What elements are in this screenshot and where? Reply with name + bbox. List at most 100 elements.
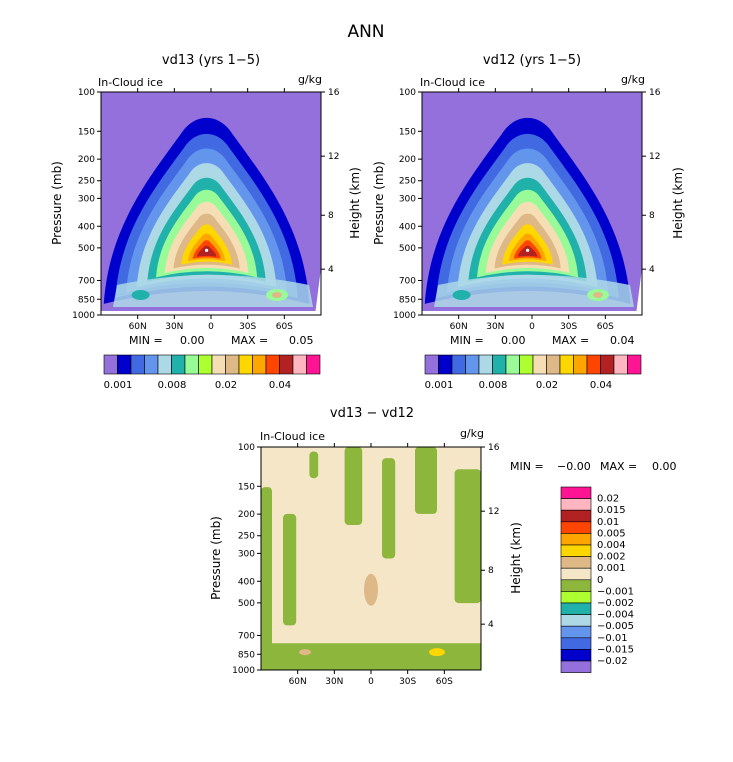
colorbar-label: 0.02	[215, 380, 237, 391]
colorbar-swatch	[265, 354, 280, 375]
colorbar: 0.020.0150.010.0050.0040.0020.0010−0.001…	[560, 486, 634, 673]
colorbar-swatch	[252, 354, 267, 375]
contour-blob	[131, 290, 150, 300]
colorbar-swatch	[560, 544, 592, 557]
y-axis-label: Pressure (mb)	[209, 516, 223, 600]
y-tick-label: 150	[399, 127, 416, 137]
panel-vd13: vd13 (yrs 1−5) In-Cloud ice g/kg 100 150 2…	[50, 53, 362, 391]
max-value: 0.04	[610, 334, 635, 347]
colorbar-swatch	[478, 354, 493, 375]
right-tick-label: 12	[328, 152, 339, 162]
colorbar-swatch	[424, 354, 439, 375]
panel-vd12: vd12 (yrs 1−5) In-Cloud ice g/kg 100 150 2…	[372, 53, 685, 391]
colorbar-swatch	[238, 354, 253, 375]
colorbar-swatch	[560, 602, 592, 615]
colorbar-swatch	[492, 354, 507, 375]
colorbar-label: 0.001	[597, 563, 626, 574]
colorbar-label: −0.015	[597, 644, 634, 655]
right-tick-label: 8	[328, 211, 334, 221]
colorbar-label: 0.005	[597, 528, 626, 539]
y-tick-label: 1000	[72, 311, 95, 321]
axis-ticks: 100 150 200 250 300 400 500 700 850 1000 16 12 8 4 60N…	[232, 443, 500, 687]
y-tick-label: 100	[399, 88, 416, 98]
min-label: MIN =	[129, 334, 163, 347]
y-tick-label: 1000	[232, 666, 255, 676]
panel-difference: vd13 − vd12 In-Cloud ice g/kg 100 150 200 2…	[209, 406, 677, 687]
diff-negative-region	[261, 643, 481, 670]
panel-title: vd12 (yrs 1−5)	[483, 53, 581, 68]
colorbar-swatch	[198, 354, 213, 375]
diff-negative-region	[261, 487, 272, 670]
colorbar: 0.001 0.008 0.02 0.04	[424, 354, 642, 391]
field-label: In-Cloud ice	[420, 76, 485, 89]
colorbar: 0.001 0.008 0.02 0.04	[104, 354, 321, 391]
y-tick-label: 300	[399, 194, 416, 204]
colorbar-label: −0.001	[597, 586, 634, 597]
colorbar-swatch	[560, 591, 592, 604]
y-tick-label: 250	[399, 177, 416, 187]
right-tick-label: 12	[649, 152, 660, 162]
diff-positive-region	[299, 649, 311, 656]
missing-region	[315, 268, 321, 315]
colorbar-label: −0.01	[597, 633, 628, 644]
colorbar-swatch	[505, 354, 520, 375]
contour-blob	[452, 290, 471, 300]
x-tick-label: 60S	[597, 322, 614, 332]
colorbar-label: 0.002	[597, 552, 626, 563]
units-label: g/kg	[621, 73, 645, 86]
right-axis-label: Height (km)	[509, 522, 523, 593]
low-level-cloud	[113, 275, 313, 307]
colorbar-swatch	[560, 660, 592, 673]
colorbar-swatch	[130, 354, 145, 375]
y-tick-label: 200	[399, 155, 416, 165]
right-axis-label: Height (km)	[671, 167, 685, 238]
colorbar-label: 0.008	[158, 380, 187, 391]
y-tick-label: 400	[238, 577, 255, 587]
right-tick-label: 16	[328, 88, 340, 98]
colorbar-swatch	[225, 354, 240, 375]
colorbar-label: 0.01	[597, 517, 619, 528]
colorbar-swatch	[573, 354, 588, 375]
colorbar-label: 0.02	[536, 380, 558, 391]
diff-negative-region	[454, 469, 481, 604]
y-tick-label: 200	[238, 510, 255, 520]
colorbar-label: −0.002	[597, 598, 634, 609]
colorbar-swatch	[560, 521, 592, 534]
y-axis-label: Pressure (mb)	[372, 161, 386, 245]
y-tick-label: 700	[78, 276, 95, 286]
y-tick-label: 500	[78, 244, 95, 254]
diff-negative-region	[344, 447, 363, 526]
x-tick-label: 0	[208, 322, 214, 332]
peak-marker	[526, 248, 530, 252]
x-tick-label: 60N	[289, 677, 307, 687]
colorbar-swatch	[157, 354, 172, 375]
right-tick-label: 12	[488, 507, 499, 517]
colorbar-label: 0.04	[269, 380, 291, 391]
colorbar-swatch	[279, 354, 294, 375]
y-tick-label: 100	[238, 443, 255, 453]
colorbar-swatch	[613, 354, 628, 375]
low-level-cloud	[434, 275, 634, 307]
colorbar-label: 0.02	[597, 494, 619, 505]
colorbar-swatch	[560, 533, 592, 546]
axis-ticks: 100 150 200 250 300 400 500 700 850 1000 16 12 8 4 60N…	[72, 88, 340, 332]
max-value: 0.00	[652, 460, 677, 473]
colorbar-swatch	[532, 354, 547, 375]
max-label: MAX =	[231, 334, 268, 347]
min-value: 0.00	[501, 334, 526, 347]
y-tick-label: 850	[78, 295, 95, 305]
contour-field	[422, 92, 642, 315]
x-tick-label: 60S	[436, 677, 453, 687]
colorbar-swatch	[560, 625, 592, 639]
y-tick-label: 1000	[393, 311, 416, 321]
max-label: MAX =	[600, 460, 637, 473]
diff-negative-region	[415, 447, 437, 514]
colorbar-swatch	[559, 354, 574, 375]
colorbar-swatch	[184, 354, 199, 375]
y-tick-label: 700	[238, 631, 255, 641]
y-tick-label: 300	[78, 194, 95, 204]
colorbar-label: 0	[597, 575, 603, 586]
colorbar-swatch	[560, 649, 592, 662]
missing-region	[636, 268, 642, 315]
